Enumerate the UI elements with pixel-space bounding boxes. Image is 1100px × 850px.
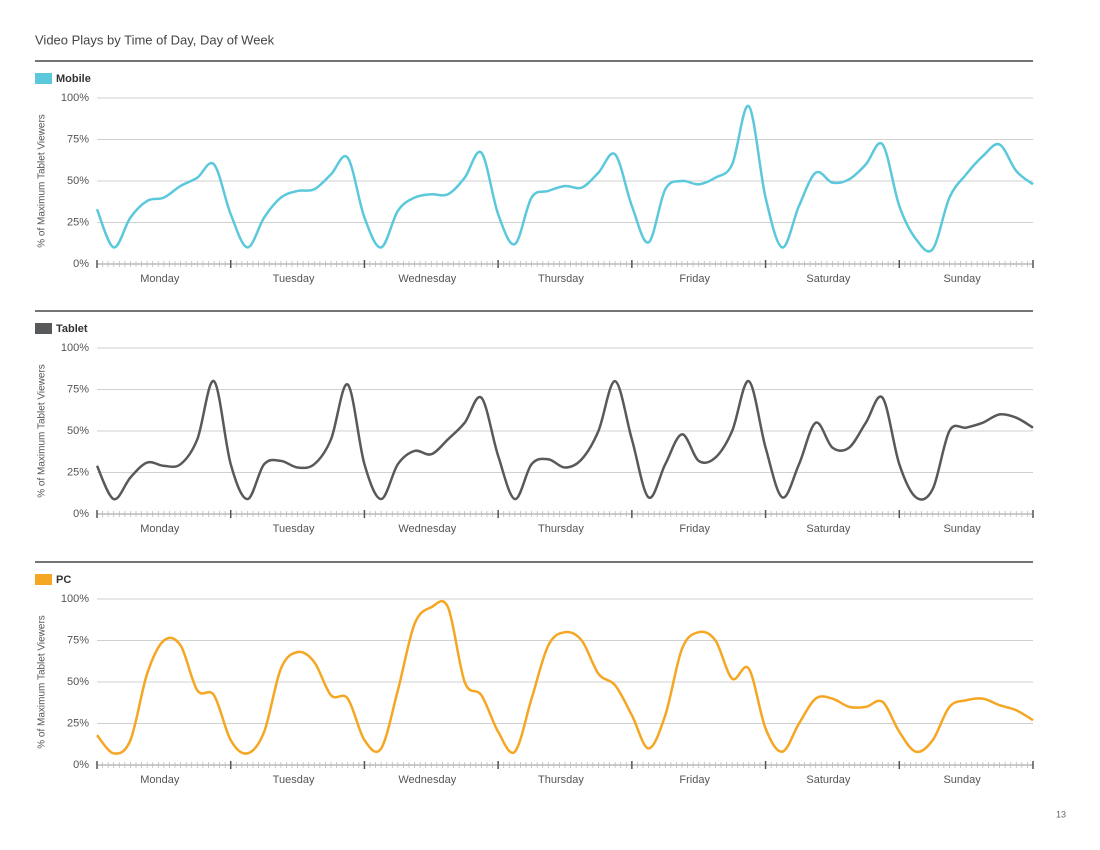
series-line <box>95 379 1034 501</box>
x-tick-label: Tuesday <box>273 523 315 535</box>
y-tick-label: 0% <box>73 258 89 270</box>
y-tick-label: 25% <box>67 216 89 228</box>
y-axis-label: % of Maximum Tablet Viewers <box>37 364 48 498</box>
legend-swatch <box>35 574 52 585</box>
y-tick-label: 75% <box>67 133 89 145</box>
y-tick-label: 75% <box>67 383 89 395</box>
x-tick-label: Tuesday <box>273 273 315 285</box>
legend-label: Tablet <box>56 323 88 335</box>
x-tick-label: Tuesday <box>273 774 315 786</box>
y-tick-label: 0% <box>73 759 89 771</box>
x-tick-label: Sunday <box>943 273 981 285</box>
x-tick-label: Sunday <box>943 774 981 786</box>
x-tick-label: Sunday <box>943 523 981 535</box>
y-tick-label: 50% <box>67 425 89 437</box>
legend-label: PC <box>56 574 71 586</box>
y-tick-label: 25% <box>67 466 89 478</box>
x-tick-label: Wednesday <box>398 774 456 786</box>
page-number: 13 <box>1056 809 1066 819</box>
y-tick-label: 50% <box>67 175 89 187</box>
x-tick-label: Thursday <box>538 523 584 535</box>
page-title: Video Plays by Time of Day, Day of Week <box>35 32 275 47</box>
legend-swatch <box>35 323 52 334</box>
x-tick-label: Wednesday <box>398 273 456 285</box>
legend-label: Mobile <box>56 73 91 85</box>
y-tick-label: 100% <box>61 342 89 354</box>
y-axis-label: % of Maximum Tablet Viewers <box>37 114 48 248</box>
series-line <box>95 105 1034 253</box>
x-tick-label: Friday <box>679 273 710 285</box>
y-tick-label: 75% <box>67 634 89 646</box>
x-tick-label: Saturday <box>806 273 851 285</box>
x-tick-label: Monday <box>140 273 180 285</box>
y-tick-label: 25% <box>67 717 89 729</box>
y-tick-label: 100% <box>61 92 89 104</box>
x-tick-label: Friday <box>679 523 710 535</box>
x-tick-label: Friday <box>679 774 710 786</box>
series-line <box>96 599 1034 755</box>
y-axis-label: % of Maximum Tablet Viewers <box>37 615 48 749</box>
y-tick-label: 50% <box>67 676 89 688</box>
x-tick-label: Thursday <box>538 273 584 285</box>
legend-swatch <box>35 73 52 84</box>
x-tick-label: Thursday <box>538 774 584 786</box>
x-tick-label: Wednesday <box>398 523 456 535</box>
y-tick-label: 0% <box>73 508 89 520</box>
x-tick-label: Saturday <box>806 774 851 786</box>
x-tick-label: Saturday <box>806 523 851 535</box>
x-tick-label: Monday <box>140 523 180 535</box>
y-tick-label: 100% <box>61 593 89 605</box>
x-tick-label: Monday <box>140 774 180 786</box>
